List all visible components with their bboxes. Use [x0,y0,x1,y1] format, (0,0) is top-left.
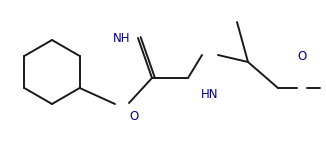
Text: O: O [297,50,307,64]
Text: O: O [129,109,139,123]
Text: HN: HN [201,88,219,102]
Text: NH: NH [113,31,131,45]
